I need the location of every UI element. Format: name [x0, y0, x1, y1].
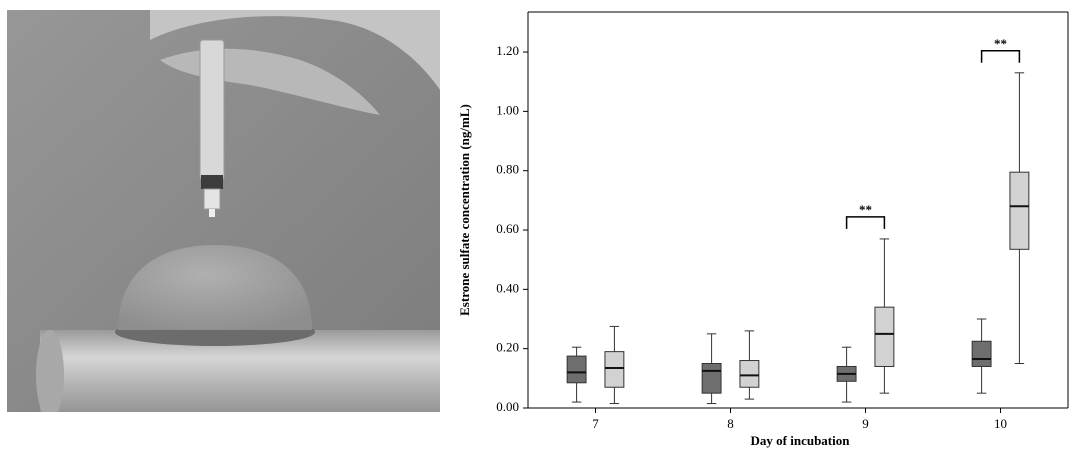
plot: Day of incubation Estrone sulfate concen…	[457, 11, 1069, 448]
x-tick-label: 8	[727, 416, 734, 431]
box	[566, 355, 587, 384]
x-tick-label: 10	[994, 416, 1007, 431]
x-axis-label: Day of incubation	[751, 433, 851, 448]
photo	[7, 10, 440, 412]
y-axis-label: Estrone sulfate concentration (ng/mL)	[457, 104, 472, 316]
y-tick-label: 1.00	[496, 102, 519, 117]
y-tick-label: 0.80	[496, 162, 519, 177]
box	[1009, 171, 1030, 250]
box	[604, 351, 625, 388]
y-tick-label: 0.40	[496, 280, 519, 295]
box	[739, 360, 760, 388]
significance-bracket	[980, 50, 1021, 63]
box	[971, 340, 992, 367]
y-tick-label: 0.20	[496, 340, 519, 355]
annotation: **	[859, 202, 872, 217]
y-tick-label: 0.60	[496, 221, 519, 236]
box	[874, 306, 895, 367]
box	[701, 363, 722, 394]
x-tick-label: 7	[592, 416, 599, 431]
y-tick-label: 0.00	[496, 399, 519, 414]
annotation: **	[994, 36, 1007, 51]
y-tick-label: 1.20	[496, 43, 519, 58]
x-tick-label: 9	[862, 416, 869, 431]
significance-bracket	[845, 216, 886, 229]
